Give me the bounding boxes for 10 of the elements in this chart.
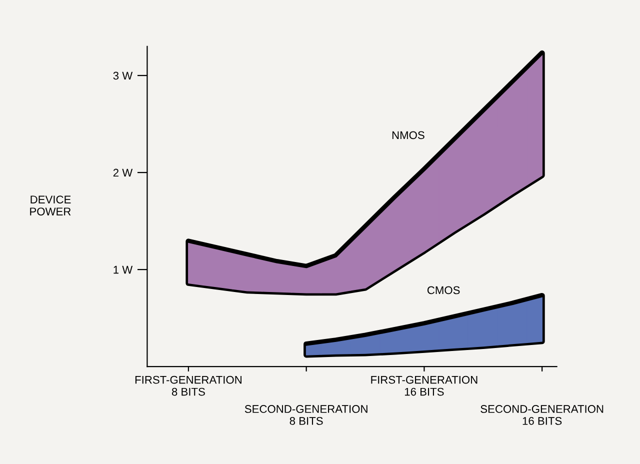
y-tick-label: 1 W [114, 266, 133, 274]
x-tick-label: FIRST-GENERATION 8 BITS [135, 376, 242, 396]
x-tick-label: FIRST-GENERATION 16 BITS [371, 376, 478, 396]
x-tick-label: SECOND-GENERATION 8 BITS [244, 405, 368, 425]
series-label: CMOS [427, 286, 460, 294]
x-tick-label: SECOND-GENERATION 16 BITS [480, 405, 604, 425]
y-tick-label: 2 W [113, 168, 133, 177]
series-label: NMOS [392, 131, 424, 140]
y-axis-title: DEVICE POWER [30, 196, 71, 216]
y-tick-label: 3 W [113, 72, 133, 80]
